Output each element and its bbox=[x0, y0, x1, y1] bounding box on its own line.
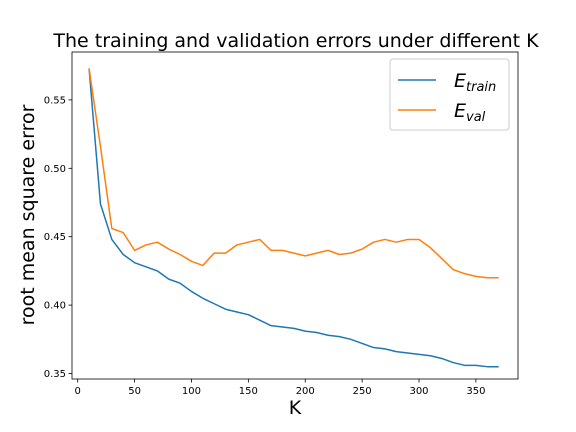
y-tick-label: 0.55 bbox=[44, 95, 66, 106]
series-line-train bbox=[88, 68, 499, 368]
y-axis: 0.35 0.40 0.45 0.50 0.55 bbox=[44, 95, 72, 380]
x-axis: 0 50 100 150 200 250 300 350 bbox=[75, 379, 485, 397]
x-tick-label: 150 bbox=[239, 386, 258, 397]
x-tick-label: 100 bbox=[182, 386, 201, 397]
legend-box bbox=[389, 58, 510, 131]
series-line-val bbox=[88, 68, 499, 279]
y-tick-label: 0.35 bbox=[44, 369, 66, 380]
y-tick-label: 0.45 bbox=[44, 232, 66, 243]
x-tick-label: 200 bbox=[296, 386, 315, 397]
x-tick-label: 300 bbox=[409, 386, 428, 397]
x-tick-label: 350 bbox=[466, 386, 485, 397]
x-axis-label: K bbox=[289, 397, 302, 419]
plot-area bbox=[88, 68, 499, 368]
y-tick-label: 0.50 bbox=[44, 164, 66, 175]
y-axis-label: root mean square error bbox=[17, 104, 39, 325]
plot-frame bbox=[71, 51, 519, 380]
x-tick-label: 0 bbox=[75, 386, 81, 397]
x-tick-label: 250 bbox=[353, 386, 372, 397]
chart-title: The training and validation errors under… bbox=[52, 30, 539, 52]
y-tick-label: 0.40 bbox=[44, 301, 66, 312]
x-tick-label: 50 bbox=[128, 386, 141, 397]
